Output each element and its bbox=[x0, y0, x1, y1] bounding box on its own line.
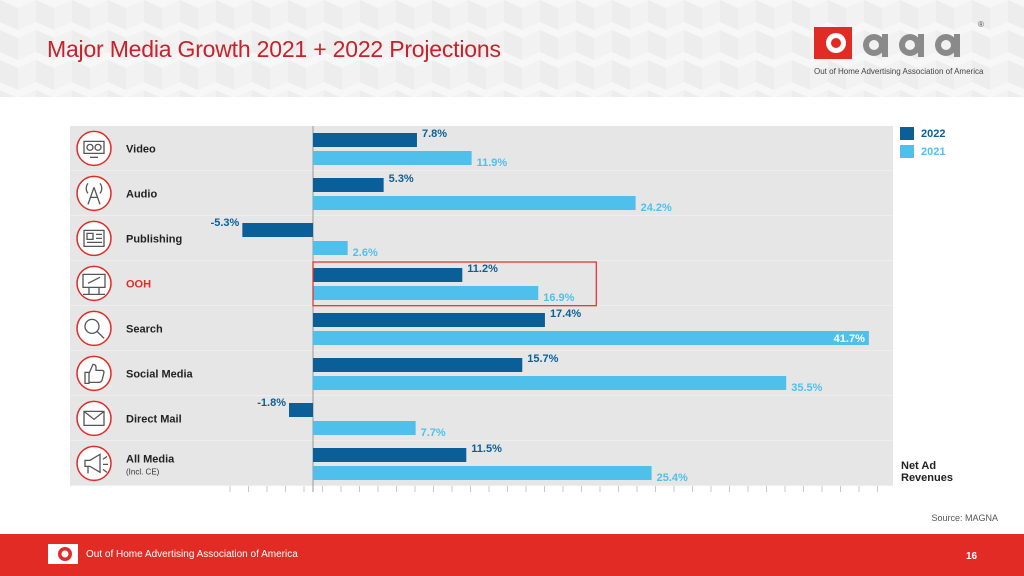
oaaa-logo bbox=[814, 27, 960, 59]
row-background bbox=[70, 396, 893, 441]
category-label: Social Media bbox=[126, 368, 194, 380]
data-label: 5.3% bbox=[389, 173, 414, 185]
slide-title: Major Media Growth 2021 + 2022 Projectio… bbox=[47, 36, 501, 62]
category-icons bbox=[76, 130, 112, 482]
billboard-icon bbox=[76, 265, 112, 302]
header-pattern bbox=[0, 0, 1024, 97]
bars bbox=[242, 133, 869, 480]
icon-stroke bbox=[84, 318, 100, 335]
icon-circle bbox=[76, 130, 112, 167]
bar-2021 bbox=[313, 196, 636, 210]
icon-stroke bbox=[83, 229, 105, 247]
category-label: Audio bbox=[126, 188, 157, 200]
newspaper-icon bbox=[76, 220, 112, 257]
bar-2022 bbox=[313, 358, 523, 372]
data-label: 2.6% bbox=[353, 247, 378, 259]
bar-2022 bbox=[313, 178, 384, 192]
video-icon bbox=[76, 130, 112, 167]
data-label: 7.7% bbox=[421, 427, 446, 439]
bar-2021 bbox=[313, 241, 348, 255]
icon-circle bbox=[76, 355, 112, 392]
category-label: Direct Mail bbox=[126, 413, 182, 425]
data-label: 7.8% bbox=[422, 128, 447, 140]
icon-circle bbox=[76, 310, 112, 347]
category-label: All Media bbox=[126, 453, 175, 465]
registered-mark: ® bbox=[978, 20, 984, 29]
bar-2021 bbox=[313, 466, 652, 480]
category-label: Video bbox=[126, 143, 156, 155]
footer-text: Out of Home Advertising Association of A… bbox=[86, 549, 298, 560]
legend-label: 2021 bbox=[921, 146, 945, 158]
mail-icon bbox=[76, 400, 112, 437]
icon-circle bbox=[76, 445, 112, 482]
highlight-box bbox=[312, 261, 597, 307]
bar-2021 bbox=[313, 151, 472, 165]
growth-bar-chart: Video Audio Publishing OOH Search Social Medi… bbox=[70, 126, 953, 492]
bar-2021 bbox=[313, 331, 869, 345]
bar-2022 bbox=[313, 313, 545, 327]
axis-note: Net Ad bbox=[901, 460, 936, 472]
icon-circle bbox=[76, 265, 112, 302]
icon-stroke bbox=[83, 140, 105, 154]
bar-2022 bbox=[313, 448, 467, 462]
data-label: 24.2% bbox=[641, 202, 672, 214]
labels: Video Audio Publishing OOH Search Social Medi… bbox=[126, 128, 865, 484]
radio-tower-icon bbox=[76, 175, 112, 212]
data-label: -5.3% bbox=[211, 217, 240, 229]
data-label: 11.5% bbox=[471, 443, 502, 455]
icon-stroke bbox=[84, 453, 108, 474]
bar-2021 bbox=[313, 421, 416, 435]
icon-stroke bbox=[94, 143, 102, 151]
row-backgrounds bbox=[70, 126, 893, 492]
data-label: 17.4% bbox=[550, 308, 581, 320]
icon-stroke bbox=[87, 187, 101, 205]
header-band bbox=[0, 0, 1024, 97]
bar-2022 bbox=[313, 268, 463, 282]
category-label: Search bbox=[126, 323, 163, 335]
category-sublabel: (Incl. CE) bbox=[126, 467, 160, 476]
source-note: Source: MAGNA bbox=[931, 513, 998, 523]
data-label: -1.8% bbox=[257, 397, 286, 409]
row-background bbox=[70, 126, 893, 171]
legend-swatch-2022 bbox=[900, 127, 914, 140]
icon-circle bbox=[76, 220, 112, 257]
legend-swatch-2021 bbox=[900, 145, 914, 158]
data-label: 35.5% bbox=[791, 382, 822, 394]
row-background bbox=[70, 216, 893, 261]
category-label: Publishing bbox=[126, 233, 182, 245]
icon-stroke bbox=[85, 182, 103, 194]
bar-2022 bbox=[289, 403, 313, 417]
legend-label: 2022 bbox=[921, 128, 945, 140]
icon-circle bbox=[76, 400, 112, 437]
icon-stroke bbox=[84, 363, 105, 384]
logo-subtitle: Out of Home Advertising Association of A… bbox=[814, 67, 984, 76]
data-label: 11.2% bbox=[467, 263, 498, 275]
page-number: 16 bbox=[966, 551, 978, 562]
search-icon bbox=[76, 310, 112, 347]
thumbs-up-icon bbox=[76, 355, 112, 392]
icon-stroke bbox=[83, 410, 105, 426]
icon-stroke bbox=[82, 273, 106, 295]
data-label: 11.9% bbox=[477, 157, 508, 169]
bar-2021 bbox=[313, 286, 539, 300]
data-label: 25.4% bbox=[657, 472, 688, 484]
data-label: 41.7% bbox=[834, 333, 865, 345]
data-label: 15.7% bbox=[527, 353, 558, 365]
footer-logo-icon bbox=[48, 544, 78, 564]
megaphone-icon bbox=[76, 445, 112, 482]
icon-stroke bbox=[86, 143, 94, 151]
bar-2022 bbox=[313, 133, 417, 147]
axis-note: Revenues bbox=[901, 472, 953, 484]
bar-2022 bbox=[242, 223, 313, 237]
category-label: OOH bbox=[126, 278, 151, 290]
bar-2021 bbox=[313, 376, 787, 390]
icon-stroke bbox=[96, 330, 105, 339]
data-label: 16.9% bbox=[543, 292, 574, 304]
icon-circle bbox=[76, 175, 112, 212]
footer-bar: Out of Home Advertising Association of A… bbox=[0, 534, 1024, 576]
